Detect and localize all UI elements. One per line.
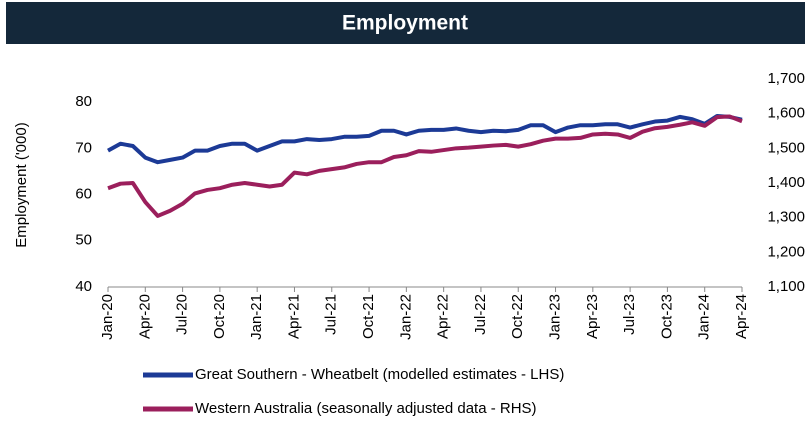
legend-label: Western Australia (seasonally adjusted d… [195, 400, 537, 417]
x-tick-label: Oct-23 [658, 294, 675, 339]
series-line [107, 114, 743, 218]
y-tick-label: 80 [75, 93, 92, 110]
x-tick-label: Apr-20 [136, 294, 153, 339]
x-tick-label: Oct-22 [509, 294, 526, 339]
x-tick-label: Jan-22 [397, 294, 414, 340]
x-tick-label: Jul-23 [621, 294, 638, 335]
x-tick-label: Jan-23 [546, 294, 563, 340]
y-tick-label: 60 [75, 186, 92, 203]
x-tick-label: Apr-22 [435, 294, 452, 339]
x-tick-label: Apr-21 [285, 294, 302, 339]
x-tick-label: Apr-24 [733, 294, 750, 339]
y2-tick-label: 1,200 [767, 243, 805, 260]
x-tick-label: Jan-20 [99, 294, 116, 340]
x-tick-label: Jan-24 [696, 294, 713, 340]
x-tick-label: Jan-21 [248, 294, 265, 340]
y2-tick-label: 1,500 [767, 139, 805, 156]
title-bar [6, 2, 805, 44]
y2-tick-label: 1,400 [767, 174, 805, 191]
y-axis-label: Employment ('000) [13, 122, 30, 247]
y-tick-label: 40 [75, 278, 92, 295]
y2-tick-label: 1,600 [767, 105, 805, 122]
chart-title: Employment [342, 12, 468, 35]
y-tick-label: 70 [75, 139, 92, 156]
legend-label: Great Southern - Wheatbelt (modelled est… [195, 366, 564, 383]
y2-tick-label: 1,700 [767, 70, 805, 87]
y2-tick-label: 1,100 [767, 278, 805, 295]
y2-tick-label: 1,300 [767, 209, 805, 226]
series-line [107, 113, 743, 165]
x-tick-label: Apr-23 [584, 294, 601, 339]
x-tick-label: Oct-21 [360, 294, 377, 339]
x-tick-label: Jul-21 [323, 294, 340, 335]
y-tick-label: 50 [75, 232, 92, 249]
x-tick-label: Jul-20 [174, 294, 191, 335]
x-tick-label: Oct-20 [211, 294, 228, 339]
x-tick-label: Jul-22 [472, 294, 489, 335]
